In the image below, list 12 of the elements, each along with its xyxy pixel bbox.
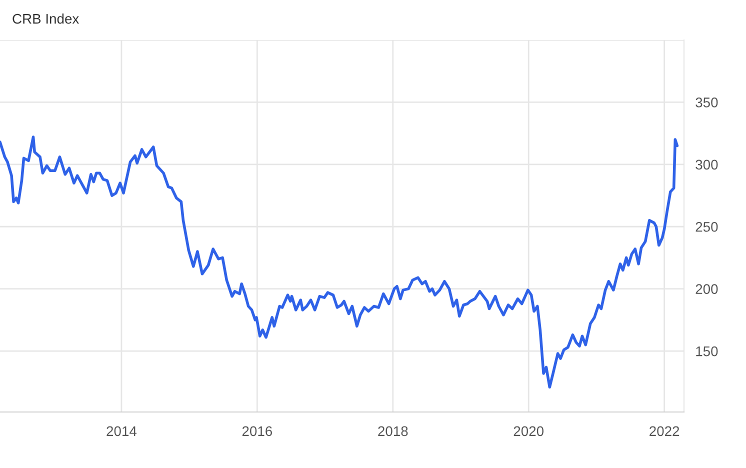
chart-title: CRB Index xyxy=(12,14,80,24)
line-series xyxy=(0,136,679,389)
x-tick-label: 2022 xyxy=(650,426,680,436)
x-tick-label: 2016 xyxy=(242,426,272,436)
x-tick-label: 2020 xyxy=(514,426,544,436)
y-tick-label: 300 xyxy=(696,160,718,170)
x-tick-label: 2018 xyxy=(378,426,408,436)
y-tick-label: 150 xyxy=(696,346,718,356)
y-tick-label: 250 xyxy=(696,222,718,232)
y-tick-label: 200 xyxy=(696,284,718,294)
x-tick-label: 2014 xyxy=(106,426,137,436)
y-tick-label: 350 xyxy=(696,98,718,108)
